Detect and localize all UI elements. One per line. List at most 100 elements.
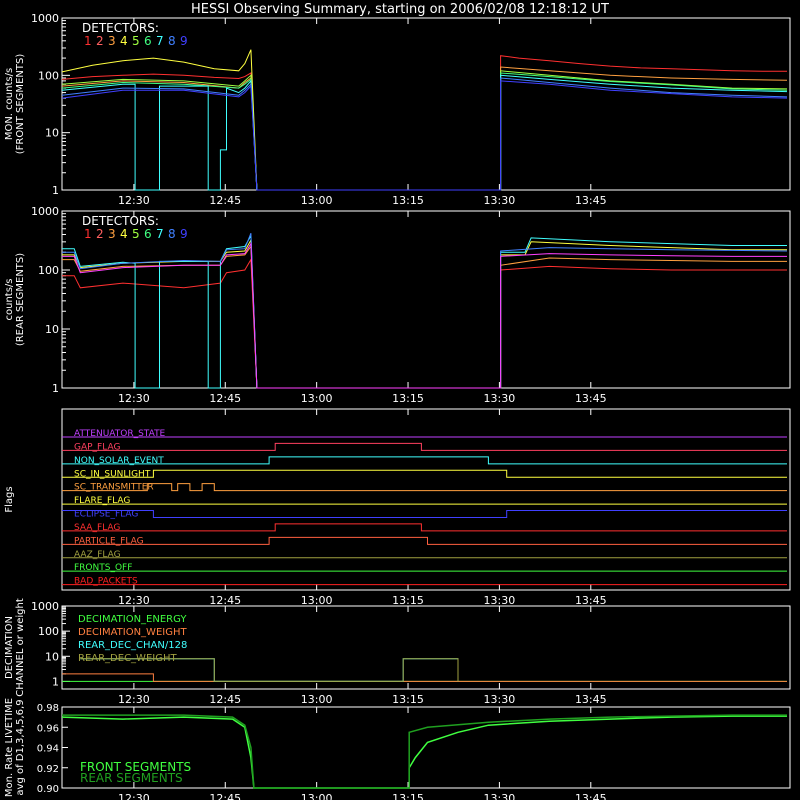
front-panel-ytick-label: 10 [45, 127, 59, 140]
flags-panel-ylabel: Flags [4, 486, 15, 512]
front-panel-xtick-label: 13:45 [575, 194, 607, 207]
rear-panel-series-line [62, 257, 787, 389]
decimation-panel-series-line [62, 673, 787, 682]
front-panel-ytick-label: 1 [52, 184, 59, 197]
flag-line [62, 536, 787, 545]
front-panel-detector-number: 8 [168, 34, 176, 48]
front-panel-detector-number: 5 [132, 34, 140, 48]
livetime-panel-xtick-label: 12:30 [118, 792, 150, 800]
flag-label: SAA_FLAG [74, 523, 120, 533]
rear-panel-ytick-label: 100 [38, 264, 59, 277]
front-panel-series-line [61, 80, 788, 191]
rear-panel-series-line [62, 233, 788, 389]
flags-panel-xtick-label: 12:45 [209, 594, 241, 607]
flag-label: BAD_PACKETS [74, 577, 138, 587]
rear-panel-ytick-label: 10 [45, 323, 59, 336]
flag-label: FLARE_FLAG [74, 496, 130, 506]
flag-label: NON_SOLAR_EVENT [74, 456, 164, 466]
flags-panel-xtick-label: 13:30 [484, 594, 516, 607]
livetime-ytick-label: 0.92 [37, 764, 59, 775]
decimation-legend: REAR_DEC_WEIGHT [78, 653, 177, 664]
rear-panel-ylabel: (REAR SEGMENTS) [15, 253, 26, 346]
front-panel-series-line [61, 77, 788, 191]
rear-panel-detector-number: 5 [132, 227, 140, 241]
flags-panel-xtick-label: 12:30 [118, 594, 150, 607]
decimation-panel-frame [61, 605, 791, 690]
front-panel-xtick-label: 13:30 [484, 194, 516, 207]
front-panel-detector-number: 2 [96, 34, 104, 48]
decimation-legend: REAR_DEC_CHAN/128 [78, 640, 187, 651]
front-panel-detector-number: 7 [156, 34, 164, 48]
flag-line [62, 523, 787, 532]
flag-label: PARTICLE_FLAG [74, 536, 144, 546]
livetime-panel-xtick-label: 13:15 [392, 792, 424, 800]
livetime-panel-xtick-label: 13:45 [575, 792, 607, 800]
flag-label: ATTENUATOR_STATE [74, 429, 166, 439]
decimation-panel-xtick-label: 13:30 [484, 693, 516, 706]
rear-panel-xtick-label: 12:45 [209, 392, 241, 405]
flag-label: SC_IN_SUNLIGHT [74, 469, 151, 479]
decimation-panel-xtick-label: 12:45 [209, 693, 241, 706]
flags-panel-xtick-label: 13:45 [575, 594, 607, 607]
flag-label: SC_TRANSMITTER [74, 483, 154, 493]
decimation-panel-xtick-label: 13:45 [575, 693, 607, 706]
front-panel-ylabel: (FRONT SEGMENTS) [15, 54, 26, 155]
decimation-panel-series-line [80, 658, 459, 682]
decimation-panel-xtick-label: 13:00 [301, 693, 333, 706]
front-panel-series-line [61, 74, 788, 191]
front-panel-series-line [61, 49, 258, 191]
rear-panel-xtick-label: 13:30 [484, 392, 516, 405]
flags-panel-xtick-label: 13:00 [301, 594, 333, 607]
decimation-legend: DECIMATION_WEIGHT [78, 627, 187, 638]
rear-panel-detector-number: 2 [96, 227, 104, 241]
front-panel-detector-number: 9 [180, 34, 188, 48]
front-panel-xtick-label: 13:00 [301, 194, 333, 207]
livetime-panel-xtick-label: 13:00 [301, 792, 333, 800]
front-panel-ytick-label: 1000 [31, 12, 59, 25]
rear-panel-detector-number: 9 [180, 227, 188, 241]
front-panel-ytick-label: 100 [38, 69, 59, 82]
rear-panel-detector-number: 3 [108, 227, 116, 241]
livetime-panel-ylabel: avg of D1,3,4,5,6,9 [15, 699, 26, 795]
flags-panel-xtick-label: 13:15 [392, 594, 424, 607]
front-panel-xtick-label: 12:45 [209, 194, 241, 207]
figure-title: HESSI Observing Summary, starting on 200… [191, 2, 609, 17]
front-panel-detector-number: 1 [84, 34, 92, 48]
rear-panel-series-line [62, 234, 787, 389]
rear-panel-series-line [62, 238, 787, 389]
decimation-panel-ytick-label: 100 [38, 625, 59, 638]
livetime-panel-xtick-label: 13:30 [484, 792, 516, 800]
flag-label: FRONTS_OFF [74, 563, 132, 573]
front-panel-xtick-label: 13:15 [392, 194, 424, 207]
rear-panel-series-line [62, 245, 787, 389]
front-panel-xtick-label: 12:30 [118, 194, 150, 207]
flag-label: GAP_FLAG [74, 442, 120, 452]
livetime-ytick-label: 0.98 [37, 703, 59, 714]
flag-line [62, 510, 787, 518]
front-panel-detector-number: 4 [120, 34, 128, 48]
livetime-ytick-label: 0.90 [37, 784, 59, 795]
rear-panel-detector-number: 1 [84, 227, 92, 241]
flag-line [62, 483, 787, 492]
livetime-ytick-label: 0.96 [37, 723, 59, 734]
flags-panel-frame [61, 408, 791, 591]
livetime-series-line [61, 715, 787, 789]
front-panel-series-line [61, 55, 787, 191]
flag-line [62, 456, 787, 465]
livetime-ytick-label: 0.94 [37, 744, 59, 755]
flag-line [62, 469, 787, 478]
livetime-legend: REAR SEGMENTS [80, 771, 183, 785]
rear-panel-xtick-label: 13:45 [575, 392, 607, 405]
front-panel-detector-number: 3 [108, 34, 116, 48]
flag-line [62, 442, 787, 451]
flag-label: AAZ_FLAG [74, 550, 121, 560]
flag-label: ECLIPSE_FLAG [74, 510, 138, 520]
rear-panel-detector-number: 7 [156, 227, 164, 241]
livetime-panel-xtick-label: 12:45 [209, 792, 241, 800]
decimation-panel-xtick-label: 13:15 [392, 693, 424, 706]
front-panel-ylabel: MON. counts/s [4, 68, 15, 140]
rear-panel-ytick-label: 1 [52, 382, 59, 395]
rear-panel-xtick-label: 13:00 [301, 392, 333, 405]
rear-panel-detectors-label: DETECTORS: [82, 214, 159, 228]
